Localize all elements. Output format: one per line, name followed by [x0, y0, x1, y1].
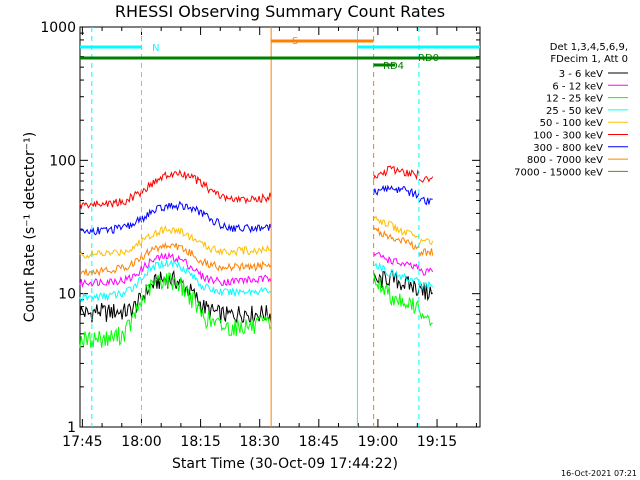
x-tick-label: 18:00 [121, 434, 161, 450]
flag-label-rd0: RD0 [418, 53, 439, 64]
y-tick-label: 1 [67, 420, 76, 436]
x-tick-label: 17:45 [62, 434, 102, 450]
legend-entry-label: 25 - 50 keV [546, 106, 603, 117]
x-tick-label: 18:15 [180, 434, 220, 450]
legend-header: Det 1,3,4,5,6,9, [550, 42, 628, 53]
legend-entry-label: 7000 - 15000 keV [514, 167, 603, 178]
series-line [79, 259, 434, 302]
legend-entry-label: 6 - 12 keV [552, 81, 603, 92]
series-line [79, 165, 434, 210]
legend-entry-label: 800 - 7000 keV [527, 155, 603, 166]
x-tick-label: 18:45 [299, 434, 339, 450]
series-line [79, 184, 433, 236]
legend-entry-label: 50 - 100 keV [540, 118, 604, 129]
series-line [79, 271, 433, 349]
legend-entry-label: 3 - 6 keV [559, 69, 603, 80]
y-tick-label: 10 [58, 287, 76, 303]
legend-entry-label: 12 - 25 keV [546, 94, 603, 105]
y-tick-label: 100 [49, 153, 76, 169]
x-tick-label: 19:15 [417, 434, 457, 450]
legend-entry-label: 100 - 300 keV [533, 131, 603, 142]
chart-title: RHESSI Observing Summary Count Rates [115, 2, 445, 21]
x-tick-label: 19:00 [358, 434, 398, 450]
series-line [79, 226, 434, 277]
series-line [79, 251, 434, 289]
x-tick-label: 18:30 [240, 434, 280, 450]
series-line [79, 215, 434, 259]
plot-area: 1 10 100 1000 17:45 18:00 18:15 18:30 18:45 19:00… [40, 20, 481, 450]
flag-label-s: S [292, 36, 298, 47]
legend-header: FDecim 1, Att 0 [550, 54, 628, 65]
flag-label-n: N [152, 43, 159, 54]
flag-label-rd4: RD4 [383, 61, 404, 72]
footer-timestamp: 16-Oct-2021 07:21 [561, 469, 637, 478]
axes-frame [79, 26, 481, 428]
y-tick-label: 1000 [40, 20, 76, 36]
y-axis-label: Count Rate (s⁻¹ detector⁻¹) [22, 132, 38, 322]
legend: Det 1,3,4,5,6,9,FDecim 1, Att 0 3 - 6 keV… [514, 42, 628, 178]
legend-entry-label: 300 - 800 keV [533, 143, 603, 154]
x-axis-label: Start Time (30-Oct-09 17:44:22) [172, 456, 398, 472]
